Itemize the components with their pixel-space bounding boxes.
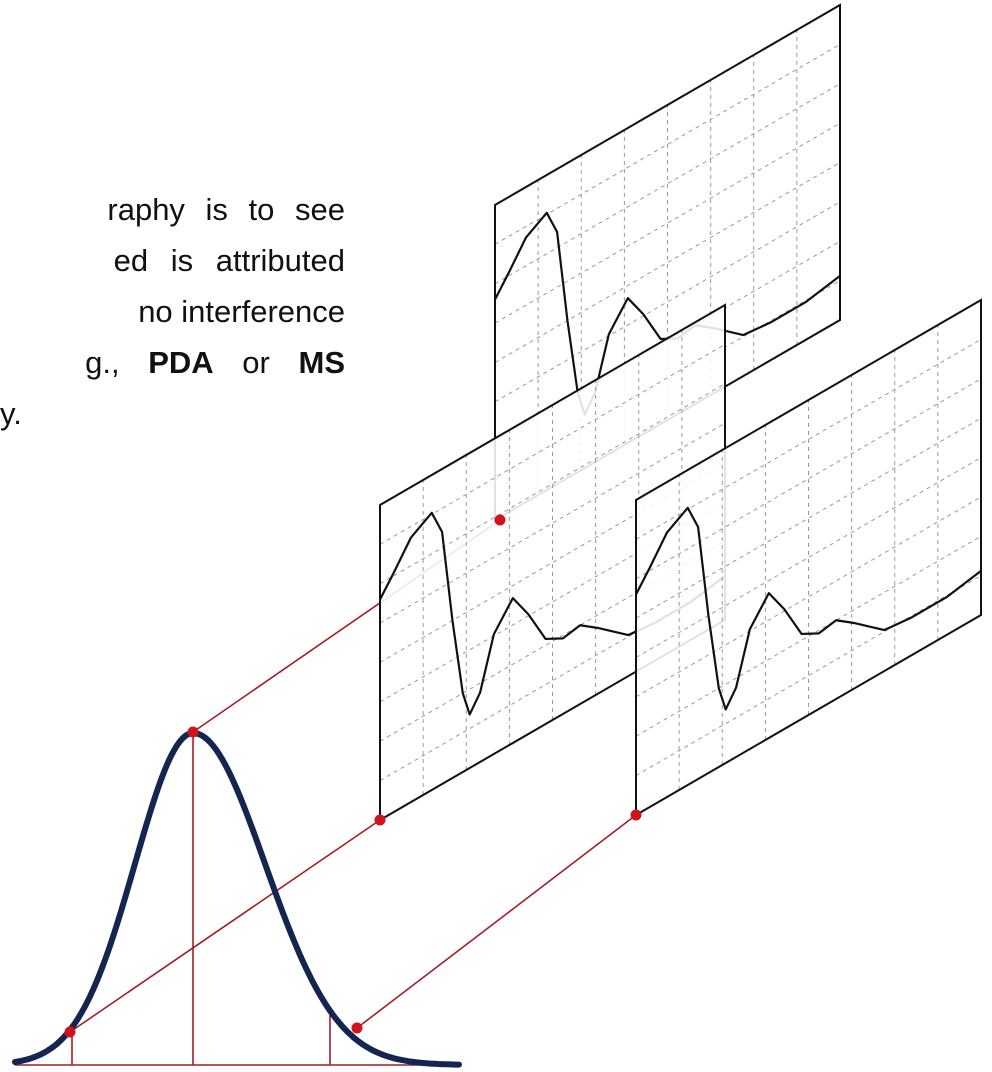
connector-line <box>356 814 637 1029</box>
text-emphasis: PDA <box>148 345 213 380</box>
panel-grid-line <box>635 378 982 580</box>
peak-curve <box>12 729 462 1068</box>
spectrum-panel <box>635 298 982 817</box>
point-dot <box>64 1026 76 1038</box>
diagram <box>12 3 982 1068</box>
panel-grid-line <box>494 201 841 403</box>
panel-frame <box>635 298 982 817</box>
panel-grid-line <box>635 417 982 619</box>
panel-grid-line <box>379 422 726 624</box>
text-line: ed is attributed <box>114 243 345 278</box>
panel-grid-line <box>379 580 726 782</box>
connector-line <box>69 819 381 1033</box>
text-line: raphy is to see <box>107 192 345 227</box>
panel-grid-line <box>635 575 982 777</box>
point-dot <box>630 809 642 821</box>
panel-grid-line <box>635 496 982 698</box>
text-line: g., PDA or MS <box>85 345 345 380</box>
panel-grid-line <box>494 122 841 324</box>
point-dot <box>374 814 386 826</box>
text-segment: g., <box>85 345 119 380</box>
panel-grid-line <box>635 338 982 540</box>
point-dot <box>187 726 199 738</box>
panel-grid-line <box>635 535 982 737</box>
point-dot <box>494 514 506 526</box>
panel-grid-line <box>379 343 726 545</box>
panel-grid-line <box>635 457 982 658</box>
panel-grid-line <box>494 83 841 285</box>
spectrum-curve <box>635 506 982 711</box>
spectrum-curve <box>379 511 726 716</box>
text-line: no interference <box>138 294 345 329</box>
panel-grid-line <box>379 462 726 663</box>
text-segment: or <box>242 345 270 380</box>
text-emphasis: MS <box>299 345 346 380</box>
spectrum-panel <box>379 303 726 822</box>
spectrum-curve <box>494 211 841 416</box>
panel-grid-line <box>494 43 841 245</box>
point-dot <box>351 1022 363 1034</box>
panel-frame <box>379 303 726 822</box>
panel-grid-line <box>494 162 841 363</box>
panel-grid-line <box>379 501 726 703</box>
panel-grid-line <box>379 383 726 585</box>
paragraph: raphy is to see ed is attributed no inte… <box>0 192 345 431</box>
text-line: y. <box>0 396 22 431</box>
panel-grid-line <box>379 540 726 742</box>
